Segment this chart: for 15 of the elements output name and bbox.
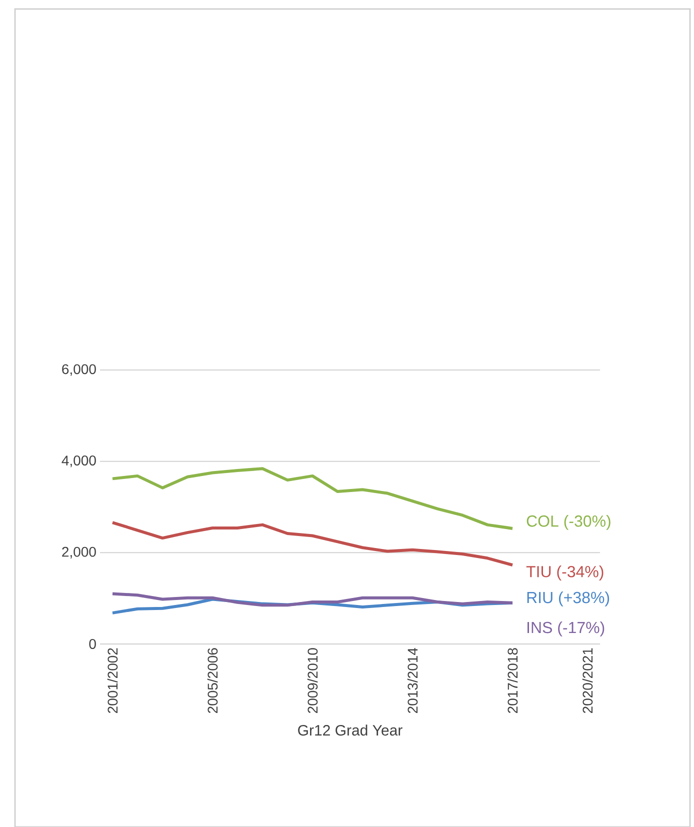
x-tick-label: 2020/2021 (582, 648, 593, 714)
y-tick-label: 6,000 (62, 364, 96, 376)
x-tick-label: 2009/2010 (307, 648, 318, 714)
series-label: TIU (-34%) (526, 566, 604, 580)
y-tick-label: 0 (89, 639, 96, 649)
y-tick-label: 2,000 (62, 546, 96, 558)
x-axis-title: Gr12 Grad Year (298, 724, 402, 736)
y-tick-label: 4,000 (62, 456, 96, 468)
series-label: INS (-17%) (528, 621, 604, 636)
series-label: COL (-30%) (526, 515, 610, 530)
x-tick-label: 2017/2018 (507, 648, 518, 714)
x-tick-label: 2005/2006 (207, 648, 218, 714)
series-label: RIU (+38%) (527, 591, 610, 606)
x-tick-label: 2013/2014 (407, 648, 418, 714)
x-tick-label: 2001/2002 (107, 648, 118, 714)
